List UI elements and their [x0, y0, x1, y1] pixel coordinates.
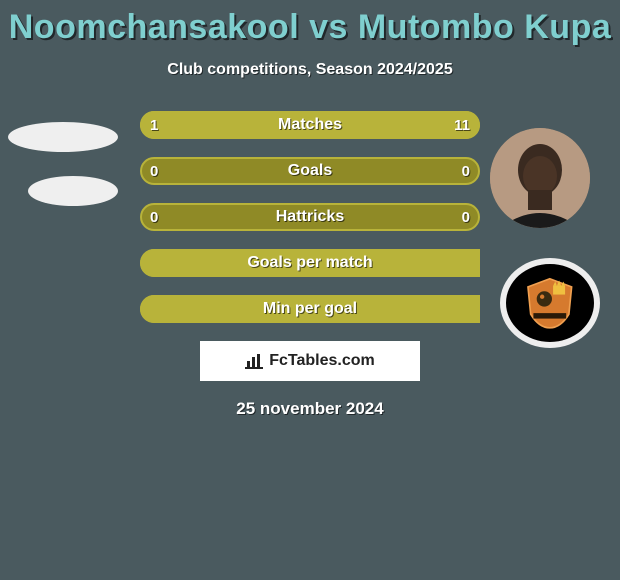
page-title: Noomchansakool vs Mutombo Kupa [0, 0, 620, 47]
player-left-avatar [8, 122, 118, 152]
branding-badge: FcTables.com [200, 341, 420, 381]
stat-bars: Matches111Goals00Hattricks00Goals per ma… [140, 111, 480, 323]
stat-label: Goals per match [140, 249, 480, 277]
stat-value-right: 11 [454, 111, 470, 139]
stat-value-left: 0 [150, 203, 158, 231]
stat-label: Goals [140, 157, 480, 185]
stat-value-right: 0 [462, 203, 470, 231]
club-left-logo [28, 176, 118, 206]
stat-value-left: 1 [150, 111, 158, 139]
branding-chart-icon [245, 353, 263, 369]
stat-value-right: 0 [462, 157, 470, 185]
stat-label: Hattricks [140, 203, 480, 231]
stat-row: Matches111 [140, 111, 480, 139]
stat-label: Matches [140, 111, 480, 139]
subtitle: Club competitions, Season 2024/2025 [0, 61, 620, 79]
stat-row: Goals0 0 [140, 157, 480, 185]
stat-value-left: 0 [150, 157, 158, 185]
stat-row: Goals per match [140, 249, 480, 277]
stat-label: Min per goal [140, 295, 480, 323]
player-right-avatar [490, 128, 590, 228]
stat-row: Min per goal [140, 295, 480, 323]
date-text: 25 november 2024 [0, 399, 620, 419]
branding-text: FcTables.com [269, 352, 375, 370]
club-right-logo [500, 258, 600, 348]
stat-row: Hattricks0 0 [140, 203, 480, 231]
